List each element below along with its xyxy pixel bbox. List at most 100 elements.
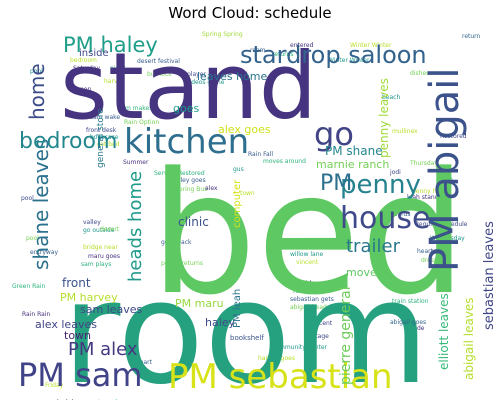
filler-word: town bbox=[240, 190, 255, 197]
filler-word: penny returns bbox=[161, 260, 203, 267]
filler-word: moves around bbox=[263, 158, 306, 165]
word-pierre-general: pierre general bbox=[338, 286, 354, 385]
word-abigail-goes: abigail goes bbox=[390, 319, 426, 326]
filler-word: heart bbox=[417, 248, 434, 255]
filler-word: front desk bbox=[86, 127, 117, 134]
word-home: home bbox=[25, 63, 49, 120]
filler-word: goes back bbox=[161, 239, 192, 246]
filler-word: arcade bbox=[404, 325, 425, 332]
filler-word: cam makes bbox=[118, 105, 152, 112]
filler-word: room bbox=[250, 47, 266, 54]
filler-word: Green Rain bbox=[12, 283, 45, 290]
word-shane-leaves: shane leaves bbox=[29, 139, 53, 270]
filler-word: dishes bbox=[410, 70, 429, 77]
word-pm-sebastian: PM sebastian bbox=[168, 357, 393, 397]
filler-word: Regular Schedule bbox=[415, 221, 468, 228]
filler-word: jodi bbox=[389, 169, 401, 176]
filler-word: cottage bbox=[306, 333, 329, 340]
filler-word: outside bbox=[293, 280, 315, 287]
filler-word: go outside bbox=[83, 227, 115, 234]
word-kitchen: kitchen bbox=[124, 122, 249, 162]
filler-word: mon bbox=[78, 86, 92, 93]
word-elliott-leaves: elliott leaves bbox=[437, 293, 451, 370]
word-pm-haley: PM haley bbox=[63, 33, 158, 57]
word-alex-leaves: alex leaves bbox=[35, 318, 97, 331]
filler-word: boards bbox=[390, 211, 410, 218]
filler-word: vincent bbox=[296, 259, 319, 266]
filler-word: sam plays bbox=[81, 261, 111, 268]
filler-word: harvey bbox=[104, 78, 125, 85]
word-pm-harvey: PM harvey bbox=[60, 291, 118, 304]
word-front: front bbox=[62, 276, 91, 290]
word-sam-leaves: sam leaves bbox=[80, 303, 143, 316]
filler-word: harvey goes bbox=[258, 355, 295, 362]
filler-word: returns bbox=[272, 51, 293, 58]
word-trailer: trailer bbox=[346, 236, 401, 257]
filler-word: bookcase bbox=[90, 134, 119, 141]
filler-word: beach bbox=[382, 94, 400, 101]
filler-word: Rain Year bbox=[293, 288, 321, 295]
filler-word: pool bbox=[26, 235, 39, 242]
word-pm: PM bbox=[320, 171, 352, 196]
filler-word: night bbox=[110, 65, 126, 72]
filler-word: maru goes bbox=[88, 253, 120, 260]
filler-word: entered bbox=[290, 42, 314, 49]
filler-word: leah stands bbox=[407, 194, 442, 201]
filler-word: player bbox=[187, 71, 206, 78]
word-pm-shane: PM shane bbox=[325, 144, 383, 158]
filler-word: Rain Option bbox=[124, 119, 159, 126]
filler-word: community center bbox=[272, 344, 328, 351]
word-pm-alex: PM alex bbox=[68, 339, 138, 360]
word-inside: inside bbox=[79, 48, 109, 59]
filler-word: Wednesday bbox=[430, 235, 465, 242]
word-bedroom: bedroom bbox=[19, 129, 117, 154]
filler-word: Spring Bus bbox=[175, 186, 207, 193]
filler-word: Restored bbox=[440, 133, 467, 140]
filler-word: pool bbox=[30, 68, 43, 75]
word-abigail-leaves: abigail leaves bbox=[462, 297, 476, 380]
word-return: return bbox=[462, 33, 481, 40]
filler-word: desert festival bbox=[137, 58, 180, 65]
filler-word: mullinex bbox=[392, 128, 418, 135]
filler-word: Saturday bbox=[73, 65, 100, 72]
word-sebastian-leaves: sebastian leaves bbox=[482, 221, 497, 330]
filler-word: bridge near bbox=[83, 244, 118, 251]
filler-word: Friday bbox=[45, 382, 64, 389]
filler-word: gus bbox=[233, 166, 244, 173]
filler-word: Winter Winter bbox=[328, 57, 370, 64]
word-stardrop-saloon: stardrop saloon bbox=[240, 41, 427, 69]
word-bookshelf: bookshelf bbox=[230, 334, 264, 342]
word-goes: goes bbox=[173, 102, 199, 115]
filler-word: valley bbox=[83, 219, 101, 226]
word-leaves-home: leaves home bbox=[197, 70, 267, 83]
filler-word: videos game bbox=[186, 79, 225, 86]
filler-word: Service Restored bbox=[154, 170, 205, 177]
filler-word: Winter Winter bbox=[350, 42, 392, 49]
filler-word: vincent bbox=[310, 320, 333, 327]
word-town: town bbox=[64, 329, 91, 342]
filler-word: bus lock bbox=[147, 71, 172, 78]
filler-word: entryway bbox=[30, 249, 58, 256]
word-general-store: general store bbox=[96, 108, 106, 168]
filler-word: bedroom bbox=[70, 57, 97, 64]
word-pm-maru: PM maru bbox=[175, 297, 224, 310]
word-alex-goes: alex goes bbox=[218, 123, 271, 136]
filler-word: Rain Fall bbox=[248, 151, 273, 158]
word-pm-leah: PM leah bbox=[232, 289, 243, 328]
word-house: house bbox=[340, 201, 430, 236]
filler-word: train station bbox=[392, 298, 429, 305]
word-marnie-ranch: marnie ranch bbox=[316, 158, 389, 171]
filler-word: south bbox=[436, 176, 453, 183]
chart-title: Word Cloud: schedule bbox=[168, 4, 332, 22]
filler-word: abigail heads bbox=[290, 304, 330, 311]
word-room: room bbox=[62, 251, 429, 400]
word-bed: bed bbox=[150, 136, 467, 332]
word-heads-home: heads home bbox=[125, 171, 146, 282]
filler-word: haley goes bbox=[173, 177, 206, 184]
word-pm-sam: PM sam bbox=[18, 356, 143, 394]
filler-word: sebastian gets bbox=[290, 296, 334, 303]
filler-word: dresser bbox=[421, 257, 444, 264]
filler-word: heart bbox=[136, 359, 153, 366]
filler-word: Saturday bbox=[286, 243, 313, 250]
filler-word: willow lane bbox=[290, 251, 324, 258]
